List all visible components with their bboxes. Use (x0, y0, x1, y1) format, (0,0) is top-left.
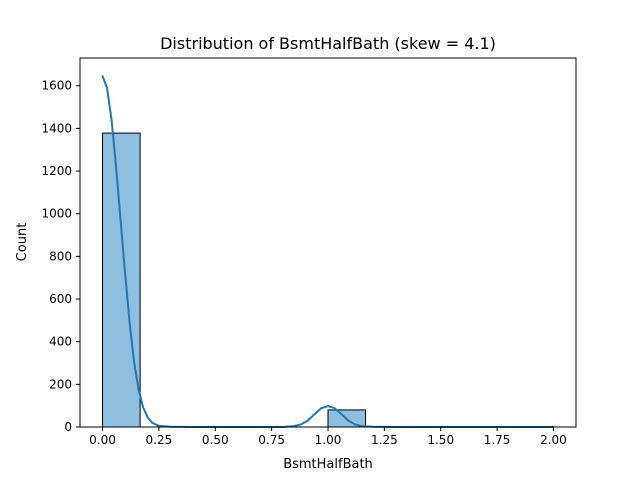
x-axis-label: BsmtHalfBath (283, 457, 373, 472)
x-tick-label: 0.25 (146, 433, 173, 447)
x-tick-label: 2.00 (540, 433, 567, 447)
x-tick-label: 0.75 (258, 433, 285, 447)
y-tick-label: 1000 (41, 207, 72, 221)
y-axis-label: Count (15, 223, 30, 262)
histogram-bars (102, 132, 367, 428)
x-tick-label: 1.00 (315, 433, 342, 447)
y-axis-ticks: 0 200 400 600 800 1000 1200 1400 1600 (41, 79, 80, 434)
x-tick-label: 1.75 (484, 433, 511, 447)
y-tick-label: 200 (49, 377, 72, 391)
y-tick-label: 1400 (41, 121, 72, 135)
y-tick-label: 400 (49, 335, 72, 349)
y-tick-label: 600 (49, 292, 72, 306)
histogram-bar-0 (102, 132, 141, 428)
x-tick-label: 0.50 (202, 433, 229, 447)
x-tick-label: 0.00 (89, 433, 116, 447)
y-tick-label: 800 (49, 249, 72, 263)
y-tick-label: 1200 (41, 164, 72, 178)
x-axis-ticks: 0.00 0.25 0.50 0.75 1.00 1.25 1.50 1.75 2.00 (89, 427, 567, 447)
plot-frame (79, 57, 577, 428)
y-tick-label: 0 (64, 420, 72, 434)
x-tick-label: 1.50 (427, 433, 454, 447)
y-tick-label: 1600 (41, 79, 72, 93)
chart-title: Distribution of BsmtHalfBath (skew = 4.1… (160, 34, 496, 53)
x-tick-label: 1.25 (371, 433, 398, 447)
